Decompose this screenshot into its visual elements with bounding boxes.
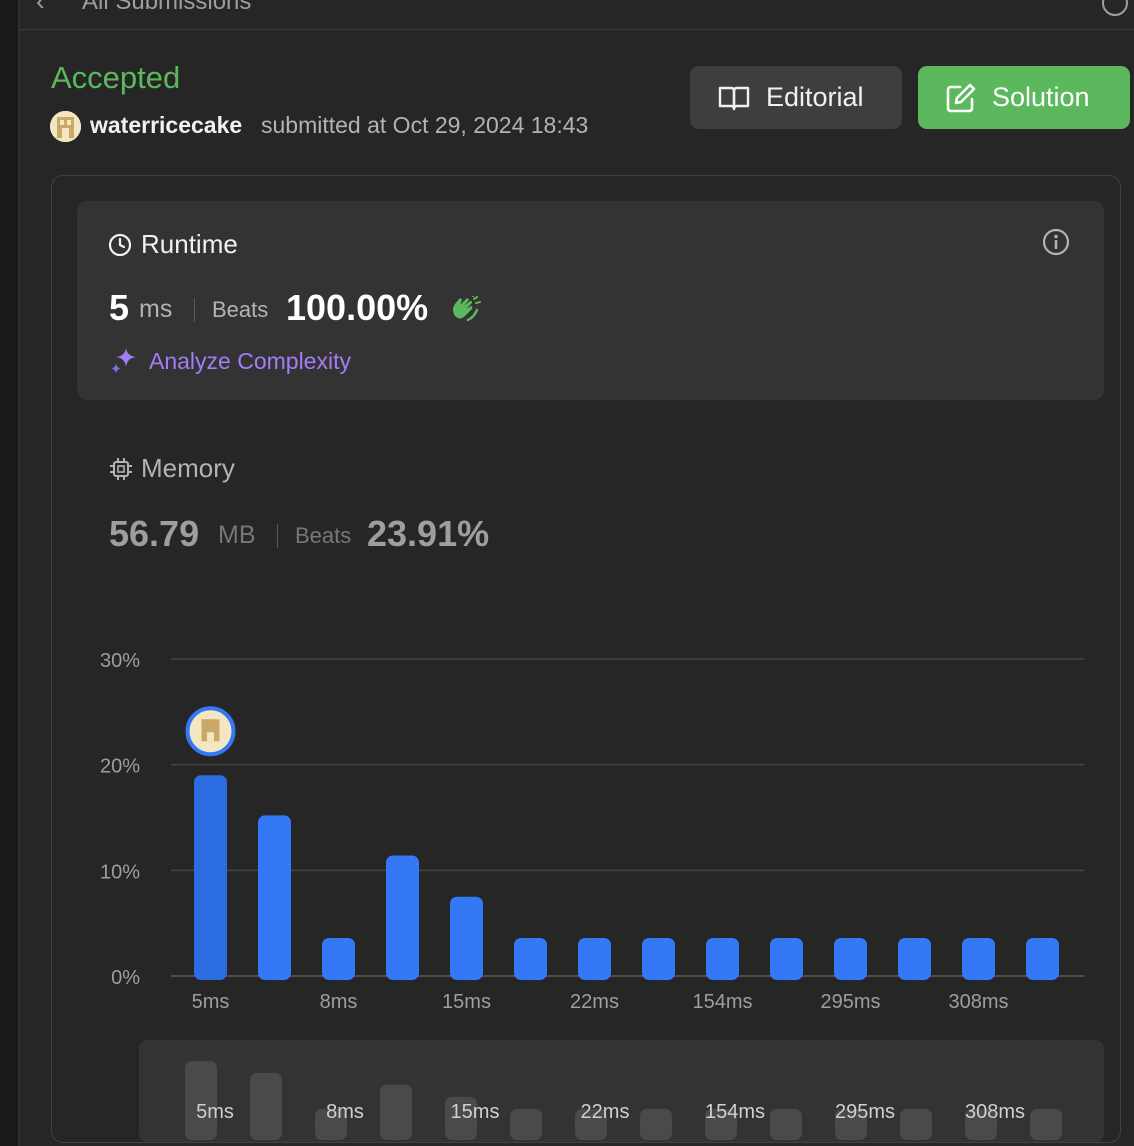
- solution-label: Solution: [992, 82, 1090, 112]
- chart-bar[interactable]: [322, 937, 355, 980]
- memory-beats-value: 23.91%: [367, 513, 490, 554]
- minimap-bar: [900, 1108, 932, 1140]
- sparkle-icon: [111, 348, 136, 374]
- runtime-section[interactable]: Runtime 5 ms Beats 100.00% Analyze Compl…: [77, 201, 1104, 400]
- chart-bar[interactable]: [770, 937, 803, 980]
- memory-beats-label: Beats: [295, 523, 352, 548]
- runtime-beats-label: Beats: [212, 297, 269, 322]
- minimap-bar: [965, 1108, 997, 1140]
- pane-divider[interactable]: [18, 0, 20, 1146]
- divider: [277, 524, 278, 548]
- minimap-bar: [510, 1108, 542, 1140]
- username-link[interactable]: waterricecake: [90, 112, 243, 138]
- y-tick-label: 10%: [100, 861, 140, 883]
- chart-bar[interactable]: [898, 937, 931, 980]
- minimap-bar: [705, 1108, 737, 1140]
- minimap-bar: [770, 1108, 802, 1140]
- minimap-tick-label: 5ms: [196, 1101, 234, 1123]
- y-tick-label: 0%: [111, 967, 140, 989]
- chart-bar[interactable]: [194, 775, 227, 980]
- avatar-marker-shape: [207, 732, 214, 742]
- minimap-bar: [445, 1096, 477, 1140]
- minimap-bar: [380, 1084, 412, 1140]
- edit-icon: [946, 83, 976, 112]
- submitted-time: submitted at Oct 29, 2024 18:43: [261, 112, 589, 138]
- runtime-unit: ms: [139, 295, 173, 323]
- topbar: ‹ All Submissions: [20, 0, 1134, 30]
- minimap-tick-label: 15ms: [451, 1101, 500, 1123]
- x-tick-label: 22ms: [570, 991, 619, 1013]
- runtime-value: 5: [109, 287, 130, 328]
- topbar-title[interactable]: All Submissions: [82, 0, 252, 15]
- x-tick-label: 154ms: [692, 991, 752, 1013]
- memory-label[interactable]: Memory: [141, 453, 235, 483]
- runtime-label: Runtime: [141, 229, 238, 259]
- chart-bar[interactable]: [258, 815, 291, 980]
- x-tick-label: 15ms: [442, 991, 491, 1013]
- clapping-hands-icon: [453, 296, 481, 322]
- chart-bar[interactable]: [578, 937, 611, 980]
- minimap-bar: [1030, 1108, 1062, 1140]
- chart-bar[interactable]: [962, 937, 995, 980]
- chart-bar[interactable]: [450, 896, 483, 980]
- memory-unit: MB: [218, 521, 256, 549]
- runtime-beats-value: 100.00%: [286, 287, 429, 328]
- minimap-tick-label: 295ms: [835, 1101, 895, 1123]
- back-arrow-icon[interactable]: ‹: [36, 0, 45, 16]
- result-card: Runtime 5 ms Beats 100.00% Analyze Compl…: [51, 175, 1121, 1143]
- chart-minimap[interactable]: 5ms 8ms 15ms 22ms 154ms 295ms 308ms: [139, 1040, 1104, 1142]
- minimap-bar: [315, 1108, 347, 1140]
- y-tick-label: 30%: [100, 650, 140, 672]
- avatar-marker-shape: [201, 719, 220, 742]
- editorial-label: Editorial: [766, 82, 864, 112]
- info-icon[interactable]: [1042, 228, 1070, 256]
- clock-icon: [108, 233, 132, 257]
- chart-bar[interactable]: [706, 937, 739, 980]
- share-icon[interactable]: [1102, 0, 1128, 16]
- minimap-bar: [575, 1108, 607, 1140]
- avatar[interactable]: [50, 111, 81, 142]
- solution-button[interactable]: Solution: [918, 66, 1130, 129]
- minimap-bar: [640, 1108, 672, 1140]
- chart-bar[interactable]: [386, 855, 419, 980]
- runtime-distribution-chart[interactable]: 30%20%10%0%5ms 8ms 15ms 22ms 154ms 295ms 308ms: [52, 176, 1120, 1036]
- submission-panel: ‹ All Submissions Accepted waterricecake…: [20, 0, 1134, 1146]
- memory-value: 56.79: [109, 513, 200, 554]
- minimap-tick-label: 22ms: [581, 1101, 630, 1123]
- chart-bar[interactable]: [1026, 937, 1059, 980]
- chart-bar[interactable]: [642, 937, 675, 980]
- submission-status: Accepted: [51, 60, 181, 95]
- divider: [194, 298, 195, 322]
- minimap-bar: [185, 1061, 217, 1140]
- y-tick-label: 20%: [100, 756, 140, 778]
- x-tick-label: 8ms: [320, 991, 358, 1013]
- minimap-tick-label: 8ms: [326, 1101, 364, 1123]
- minimap-tick-label: 154ms: [705, 1101, 765, 1123]
- left-edge: [0, 0, 18, 1146]
- minimap-bar: [835, 1108, 867, 1140]
- x-tick-label: 5ms: [192, 991, 230, 1013]
- cpu-chip-icon: [110, 458, 132, 480]
- book-icon: [718, 86, 750, 110]
- analyze-complexity-link[interactable]: Analyze Complexity: [149, 348, 351, 374]
- chart-bar[interactable]: [834, 937, 867, 980]
- editorial-button[interactable]: Editorial: [690, 66, 902, 129]
- minimap-bar: [250, 1072, 282, 1140]
- x-tick-label: 308ms: [948, 991, 1008, 1013]
- x-tick-label: 295ms: [820, 991, 880, 1013]
- chart-bar[interactable]: [514, 937, 547, 980]
- minimap-tick-label: 308ms: [965, 1101, 1025, 1123]
